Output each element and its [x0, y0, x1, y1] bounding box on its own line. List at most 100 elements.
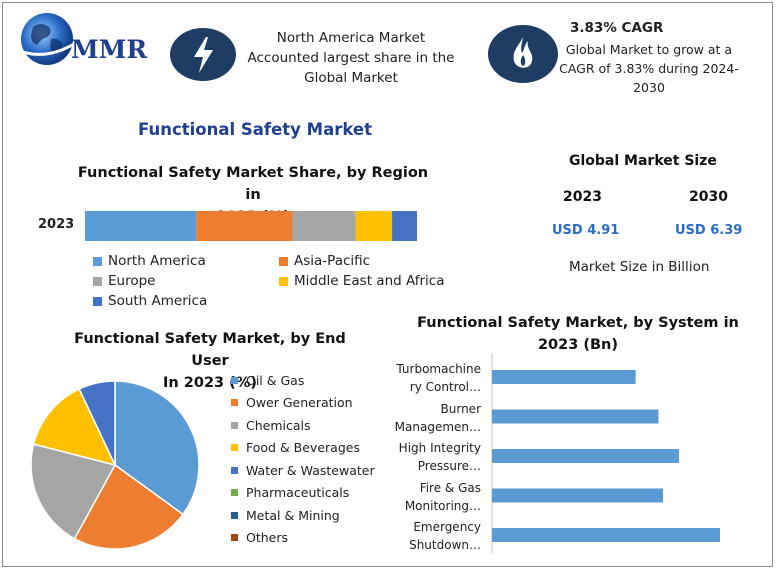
chart-title-line: Functional Safety Market, by End User [74, 331, 346, 369]
callout-line: North America Market [276, 30, 426, 46]
legend-swatch [231, 534, 238, 542]
system-category-label: Burner Managemen… [381, 400, 481, 436]
gms-value-2023: USD 4.91 [552, 223, 620, 238]
pie-legend-item: Water & Wastewater [231, 459, 391, 482]
legend-label: Others [246, 530, 289, 546]
legend-swatch [231, 511, 238, 519]
pie-legend-item: Pharmaceuticals [231, 482, 391, 505]
cagr-line: Global Market to grow at a [565, 42, 733, 57]
legend-label: Asia-Pacific [294, 253, 371, 269]
legend-swatch [231, 399, 238, 407]
system-category-line: Managemen… [394, 419, 481, 434]
legend-label: Water & Wastewater [246, 462, 375, 478]
pie-legend-item: Ower Generation [231, 392, 391, 415]
legend-swatch [231, 421, 238, 429]
system-category-line: Turbomachine [396, 362, 481, 376]
legend-item-north-america: North America [93, 253, 206, 269]
pie-legend-item: Others [231, 527, 391, 550]
north-america-callout: North America Market Accounted largest s… [241, 28, 461, 88]
chart-title-line: 2023 (Bn) [537, 337, 619, 353]
pie-slice-ower-generation [73, 463, 185, 550]
cagr-line: CAGR of 3.83% during 2024- [559, 61, 739, 76]
chart-title-line: Functional Safety Market Share, by Regio… [77, 165, 429, 203]
globe-logo-icon [14, 13, 80, 65]
system-category-line: Shutdown… [409, 538, 481, 552]
cagr-description: Global Market to grow at a CAGR of 3.83%… [551, 40, 747, 97]
global-market-title: Global Market Size [569, 153, 717, 169]
legend-item-south-america: South America [93, 293, 207, 309]
pie-legend: Oil & Gas Ower Generation Chemicals Food & … [231, 369, 391, 549]
gms-year-2023: 2023 [563, 189, 602, 205]
system-bar [492, 528, 720, 542]
legend-label: Food & Beverages [246, 440, 360, 456]
pie-slice-water-wastewater [78, 380, 116, 466]
system-category-label: Fire & Gas Monitoring… [381, 479, 481, 515]
region-segment-north-america [85, 211, 197, 241]
pie-legend-item: Chemicals [231, 414, 391, 437]
legend-item-asia-pacific: Asia-Pacific [279, 253, 370, 269]
legend-swatch [93, 276, 102, 286]
pie-slice-chemicals [30, 443, 117, 540]
lightning-icon [170, 28, 236, 81]
system-category-line: ry Control… [409, 380, 481, 394]
callout-line: Global Market [304, 70, 398, 86]
pie-slice-oil-gas [114, 380, 200, 516]
legend-swatch [279, 276, 288, 286]
system-category-line: Monitoring… [404, 498, 481, 513]
system-category-line: Pressure… [417, 459, 481, 473]
pie-legend-item: Oil & Gas [231, 369, 391, 392]
system-bar-chart [491, 353, 720, 553]
system-chart-title: Functional Safety Market, by System in 2… [413, 312, 743, 356]
system-category-line: Burner [440, 401, 481, 416]
legend-swatch [279, 256, 288, 266]
cagr-line: 2030 [633, 80, 665, 95]
system-bar [492, 449, 679, 463]
system-bar [492, 370, 636, 384]
system-category-label: Emergency Shutdown… [381, 518, 481, 554]
legend-item-mea: Middle East and Africa [279, 273, 445, 289]
system-bar [492, 409, 659, 424]
region-segment-asia-pacific [196, 211, 293, 241]
legend-swatch [231, 466, 238, 474]
pie-legend-item: Metal & Mining [231, 504, 391, 527]
legend-label: Ower Generation [246, 395, 353, 411]
system-bar [492, 488, 663, 503]
pie-slice-food-beverages [32, 387, 117, 467]
region-year-label: 2023 [38, 217, 75, 232]
system-category-label: Turbomachine ry Control… [381, 360, 481, 396]
legend-swatch [93, 296, 102, 306]
page-title: Functional Safety Market [138, 120, 372, 139]
region-segment-middle-east-and-africa [355, 211, 393, 241]
legend-label: Metal & Mining [246, 507, 340, 523]
legend-swatch [231, 444, 238, 452]
legend-label: South America [108, 293, 208, 309]
system-category-line: Emergency [413, 520, 481, 534]
legend-item-europe: Europe [93, 273, 155, 289]
system-category-line: High Integrity [398, 441, 481, 455]
region-segment-south-america [392, 211, 417, 241]
region-stacked-bar [85, 211, 417, 241]
gms-value-2030: USD 6.39 [675, 223, 743, 238]
flame-icon [488, 25, 558, 83]
legend-swatch [93, 256, 102, 266]
cagr-title: 3.83% CAGR [570, 20, 664, 36]
market-size-note: Market Size in Billion [569, 259, 710, 275]
legend-swatch [231, 376, 238, 384]
legend-label: Oil & Gas [246, 372, 305, 388]
pie-legend-item: Food & Beverages [231, 437, 391, 460]
legend-label: North America [108, 253, 206, 269]
end-user-pie [30, 380, 200, 550]
legend-label: Chemicals [246, 417, 311, 433]
legend-label: Europe [108, 273, 156, 289]
logo-text: MMR [71, 35, 148, 64]
system-category-label: High Integrity Pressure… [381, 439, 481, 475]
callout-line: Accounted largest share in the [247, 50, 455, 66]
system-category-line: Fire & Gas [419, 480, 481, 495]
gms-year-2030: 2030 [689, 189, 728, 205]
chart-title-line: Functional Safety Market, by System in [417, 315, 739, 331]
legend-label: Pharmaceuticals [246, 485, 350, 501]
legend-label: Middle East and Africa [294, 273, 445, 289]
legend-swatch [231, 489, 238, 497]
region-segment-europe [292, 211, 356, 241]
